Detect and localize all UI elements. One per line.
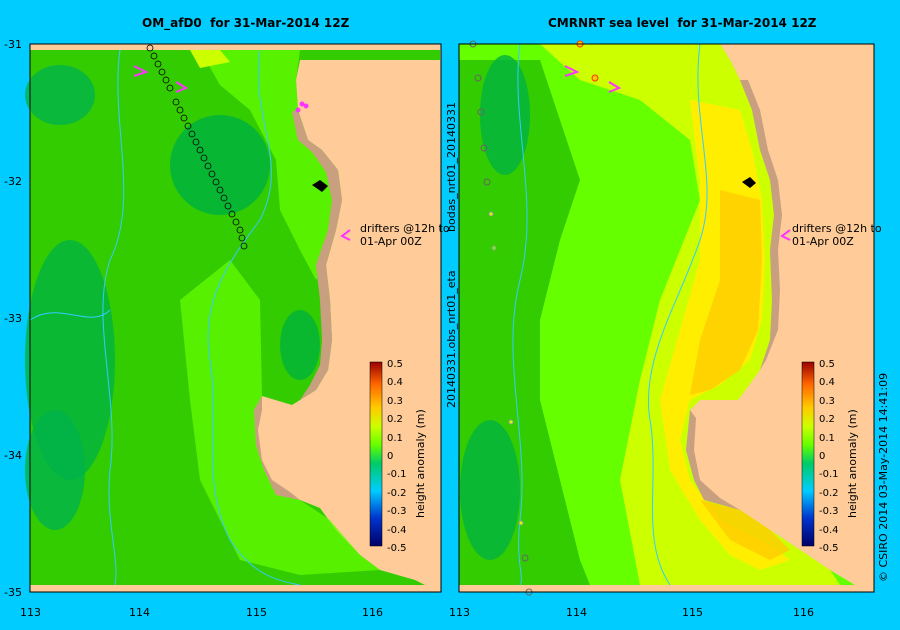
left-map — [25, 43, 442, 593]
right-colorbar — [801, 361, 815, 547]
x-tick: 116 — [793, 606, 814, 619]
x-tick: 113 — [449, 606, 470, 619]
left-track — [146, 44, 248, 250]
side-label-lower: 20140331.obs_nrt01_eta — [445, 270, 458, 408]
y-tick: -33 — [4, 312, 22, 325]
right-drifters — [564, 65, 791, 241]
left-panel-title: OM_afD0 for 31-Mar-2014 12Z — [142, 16, 350, 30]
left-colorbar — [369, 361, 383, 547]
left-drifters — [133, 65, 351, 241]
x-tick: 114 — [129, 606, 150, 619]
right-panel-title: CMRNRT sea level for 31-Mar-2014 12Z — [548, 16, 817, 30]
y-tick: -32 — [4, 175, 22, 188]
x-tick: 114 — [566, 606, 587, 619]
right-colorbar-label: height anomaly (m) — [846, 409, 859, 518]
left-colorbar-label: height anomaly (m) — [414, 409, 427, 518]
y-tick: -35 — [4, 586, 22, 599]
x-tick: 115 — [682, 606, 703, 619]
right-colorbar-ticks: 0.5 0.4 0.3 0.2 0.1 0 -0.1 -0.2 -0.3 -0.4 -0.5 — [819, 359, 839, 555]
right-drifter-note: drifters @12h to 01-Apr 00Z — [792, 222, 882, 248]
x-tick: 116 — [362, 606, 383, 619]
x-tick: 115 — [246, 606, 267, 619]
left-colorbar-ticks: 0.5 0.4 0.3 0.2 0.1 0 -0.1 -0.2 -0.3 -0.4 -0.5 — [387, 359, 407, 555]
left-drifter-note: drifters @12h to 01-Apr 00Z — [360, 222, 450, 248]
y-tick: -31 — [4, 38, 22, 51]
side-label-upper: bodas_nrt01_20140331 — [445, 102, 458, 232]
credit-label: © CSIRO 2014 03-May-2014 14:41:09 — [877, 372, 890, 582]
x-tick: 113 — [20, 606, 41, 619]
y-tick: -34 — [4, 449, 22, 462]
